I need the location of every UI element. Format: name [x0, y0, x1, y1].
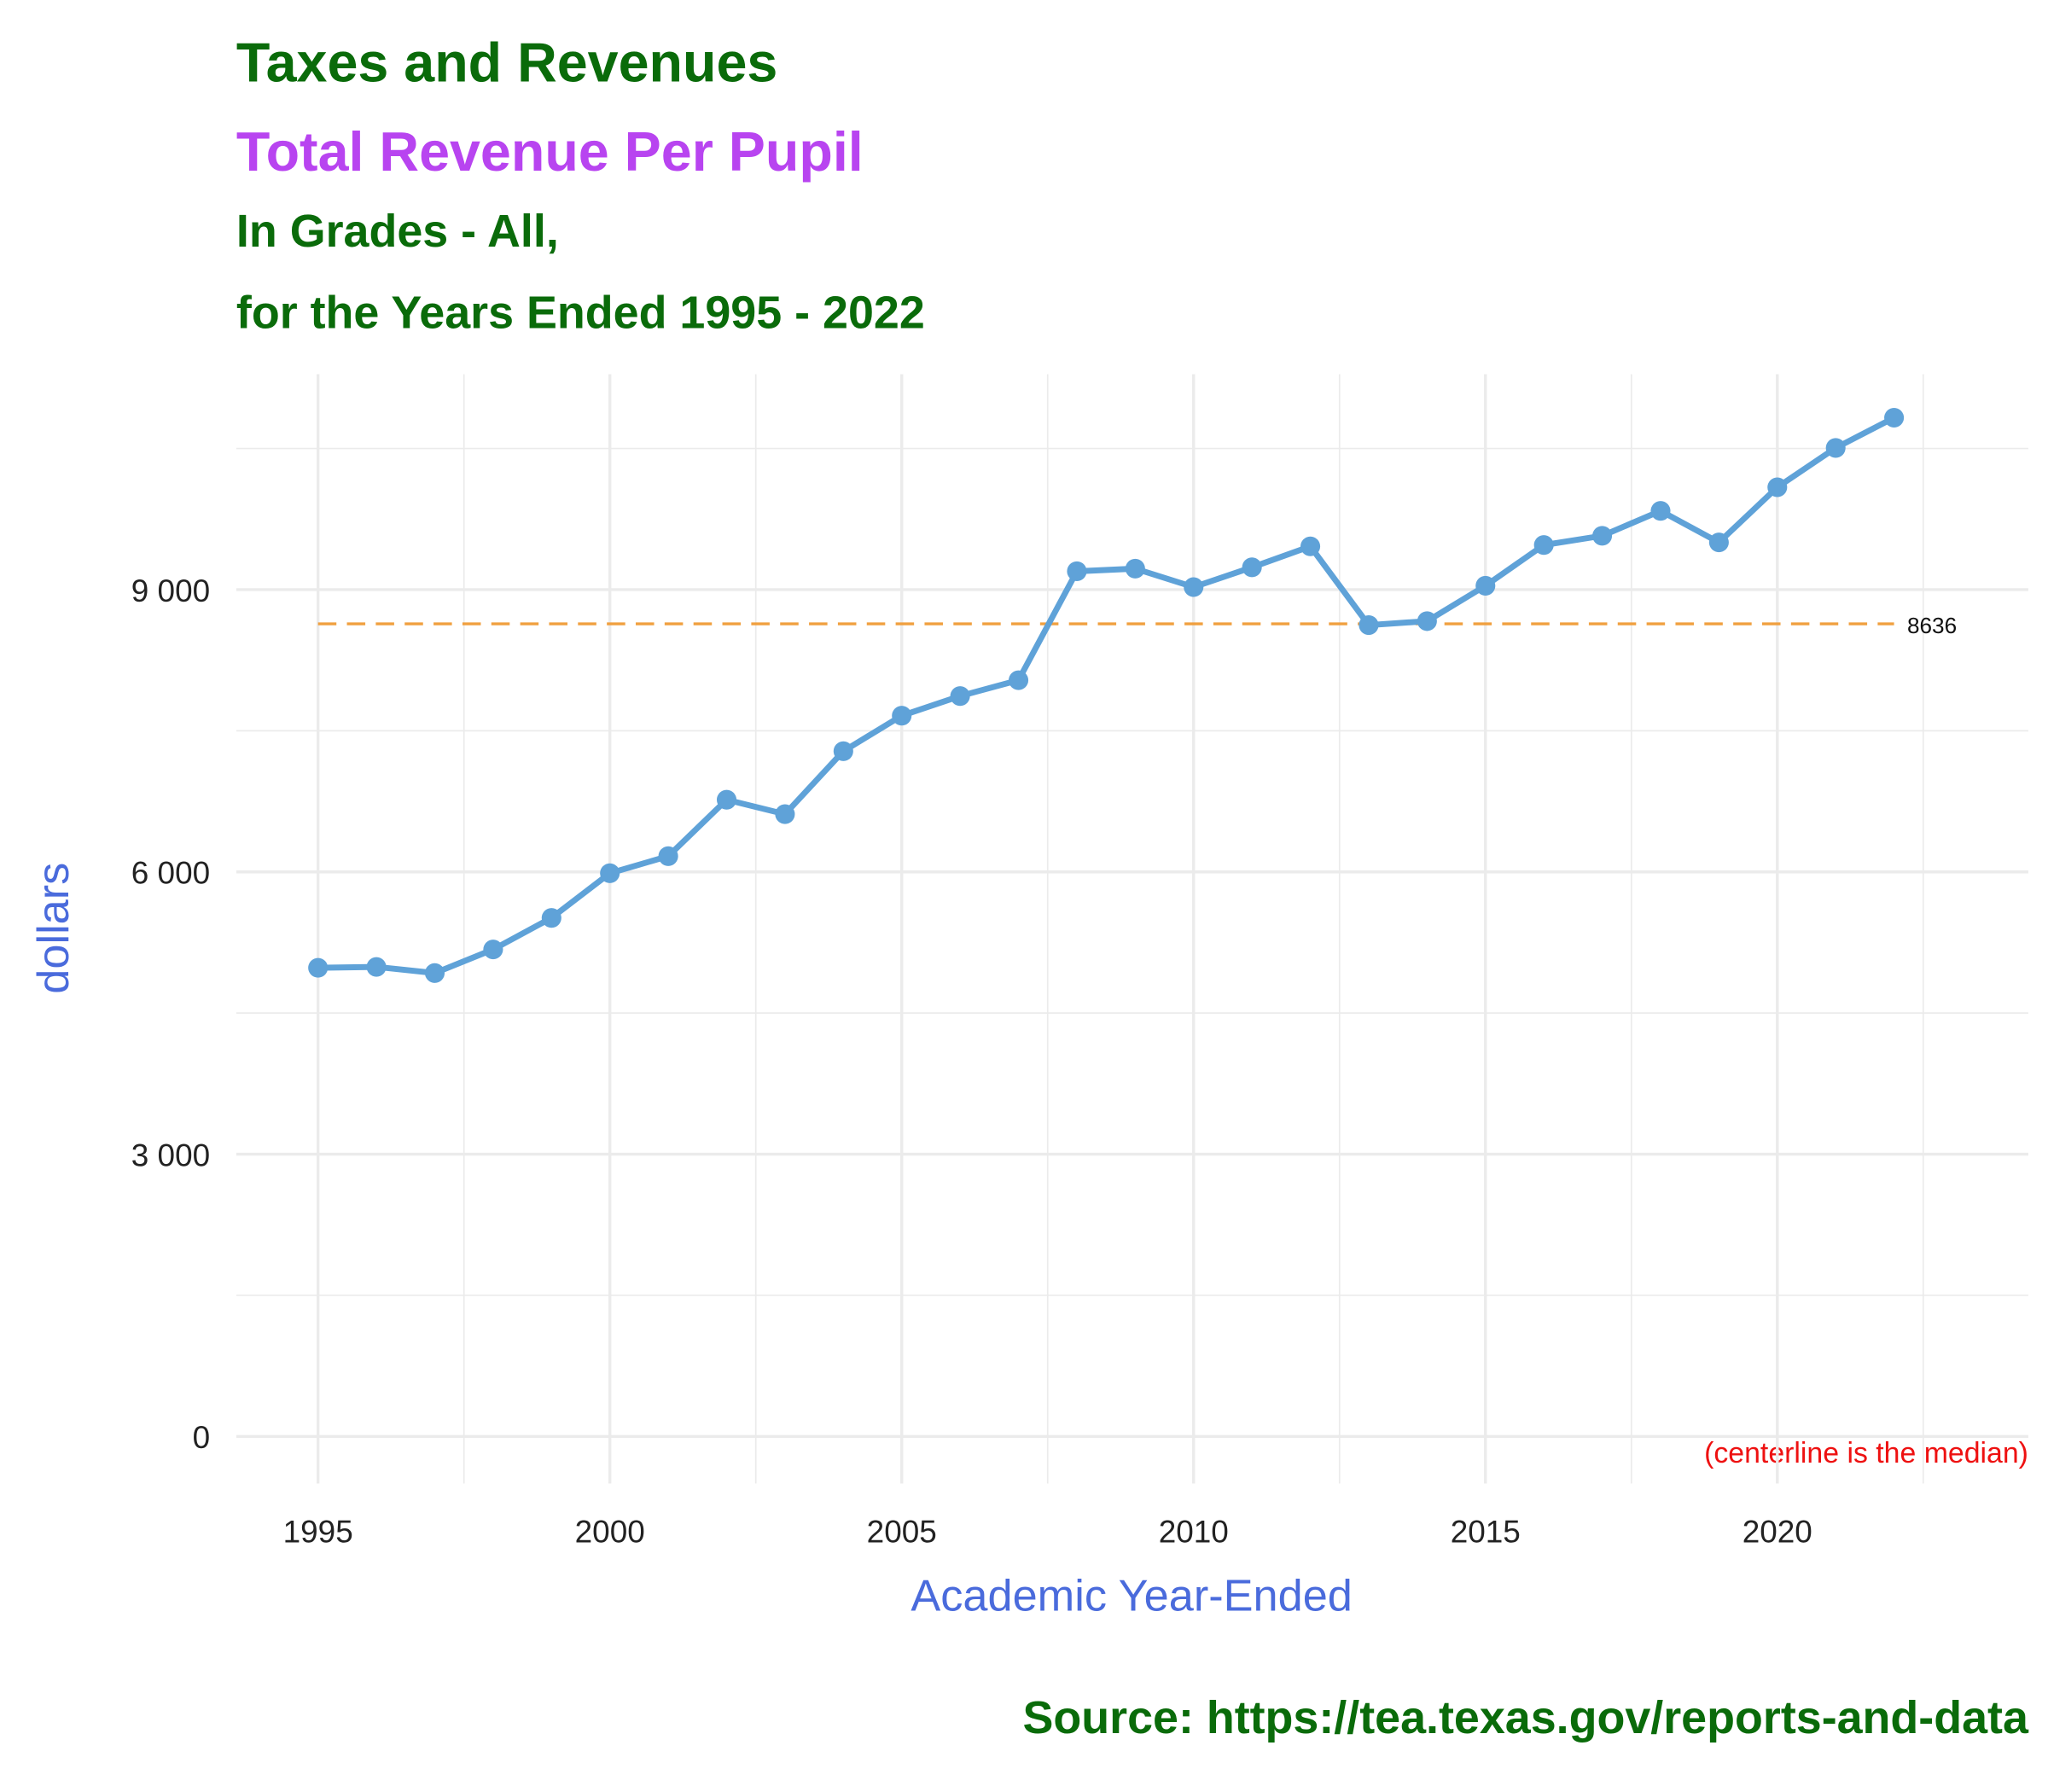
- x-tick-label: 2010: [1159, 1515, 1229, 1550]
- caption: Source: https://tea.texas.gov/reports-an…: [1022, 1692, 2029, 1743]
- data-point: [1125, 558, 1145, 579]
- data-point: [1359, 614, 1379, 636]
- data-point: [950, 686, 970, 707]
- y-axis-title: dollars: [29, 863, 79, 994]
- subtitle-line: for the Years Ended 1995 - 2022: [236, 288, 925, 339]
- data-point: [424, 963, 445, 983]
- data-point: [1767, 477, 1788, 497]
- chart-title: Taxes and Revenues: [236, 32, 777, 93]
- data-point: [483, 940, 503, 960]
- annotation: (centerline is the median): [1704, 1437, 2028, 1469]
- data-point: [1475, 575, 1496, 596]
- data-point: [1650, 501, 1671, 521]
- data-point: [775, 804, 795, 824]
- data-point: [833, 741, 853, 761]
- y-tick-label: 9 000: [131, 573, 210, 608]
- subtitle-line: In Grades - All,: [236, 206, 559, 257]
- x-axis-title: Academic Year-Ended: [911, 1572, 1353, 1621]
- data-point: [308, 957, 329, 978]
- y-tick-label: 0: [193, 1420, 211, 1455]
- data-point: [1708, 532, 1729, 553]
- data-point: [892, 706, 912, 726]
- data-point: [1417, 611, 1437, 631]
- data-point: [1242, 557, 1262, 578]
- data-point: [366, 957, 387, 977]
- median-label: 8636: [1907, 613, 1957, 638]
- data-point: [1184, 577, 1204, 597]
- data-point: [1067, 561, 1087, 582]
- series-line: [317, 415, 1896, 976]
- data-point: [1884, 407, 1905, 428]
- x-tick-label: 2015: [1451, 1515, 1521, 1550]
- data-point: [1592, 526, 1613, 546]
- x-tick-label: 2000: [575, 1515, 645, 1550]
- plot-area: 0 3 000 6 000 9 000 1995 2000 2005 2010 2015 2020…: [131, 374, 2028, 1550]
- data-point: [658, 846, 678, 866]
- data-point: [600, 863, 620, 883]
- y-tick-label: 3 000: [131, 1137, 210, 1172]
- data-point: [1533, 535, 1554, 556]
- data-point: [1008, 670, 1029, 690]
- data-point: [1825, 438, 1846, 458]
- x-tick-label: 2005: [867, 1515, 937, 1550]
- x-tick-label: 1995: [283, 1515, 353, 1550]
- data-point: [541, 908, 561, 928]
- x-tick-label: 2020: [1743, 1515, 1812, 1550]
- chart-subtitle: Total Revenue Per Pupil: [236, 121, 864, 183]
- data-point: [1300, 536, 1321, 556]
- data-point: [716, 789, 737, 810]
- y-tick-label: 6 000: [131, 856, 210, 891]
